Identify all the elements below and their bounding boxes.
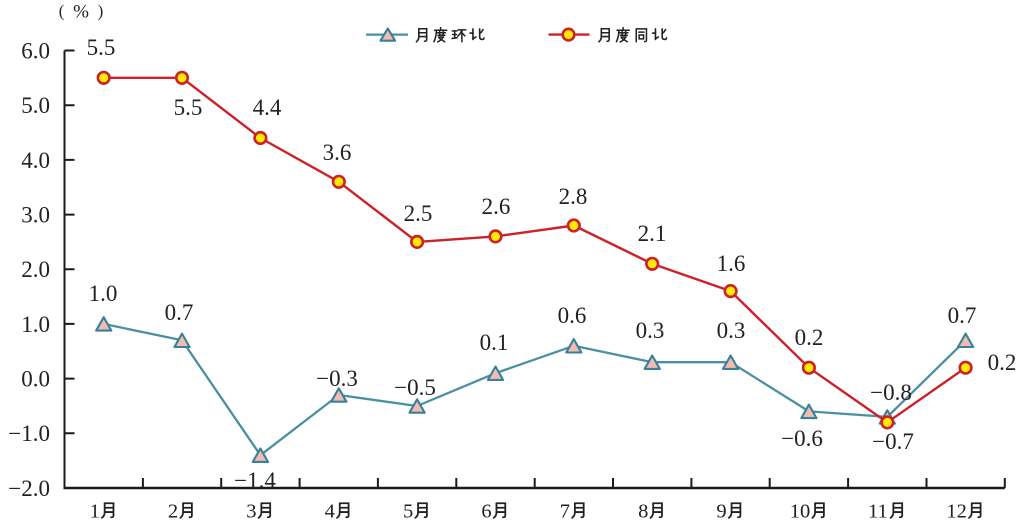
svg-text:0.3: 0.3 <box>636 318 665 343</box>
svg-text:2.5: 2.5 <box>404 201 433 226</box>
svg-text:1.0: 1.0 <box>21 312 50 337</box>
svg-text:−1.0: −1.0 <box>8 421 50 446</box>
svg-text:0.7: 0.7 <box>948 303 977 328</box>
svg-text:3: 3 <box>246 501 256 523</box>
svg-text:8: 8 <box>638 501 648 523</box>
svg-text:−2.0: −2.0 <box>8 476 50 501</box>
svg-text:5.5: 5.5 <box>174 95 203 120</box>
svg-text:2.8: 2.8 <box>559 184 588 209</box>
svg-text:7: 7 <box>560 501 570 523</box>
svg-text:0.2: 0.2 <box>988 350 1017 375</box>
svg-text:6.0: 6.0 <box>21 38 50 63</box>
svg-text:0.3: 0.3 <box>717 318 746 343</box>
svg-text:0.0: 0.0 <box>21 367 50 392</box>
svg-text:0.1: 0.1 <box>480 330 509 355</box>
svg-text:6: 6 <box>481 501 491 523</box>
svg-text:−0.6: −0.6 <box>781 426 823 451</box>
svg-text:0.2: 0.2 <box>795 325 824 350</box>
svg-text:−0.7: −0.7 <box>872 429 914 454</box>
svg-text:5.0: 5.0 <box>21 93 50 118</box>
svg-text:−1.4: −1.4 <box>234 468 276 493</box>
svg-text:1.6: 1.6 <box>717 251 746 276</box>
svg-text:−0.3: −0.3 <box>316 366 358 391</box>
svg-text:3.0: 3.0 <box>21 203 50 228</box>
svg-text:2.1: 2.1 <box>638 221 667 246</box>
svg-text:0.7: 0.7 <box>165 300 194 325</box>
svg-text:3.6: 3.6 <box>323 140 352 165</box>
svg-text:5.5: 5.5 <box>87 35 116 60</box>
svg-text:4: 4 <box>325 501 335 523</box>
svg-text:1: 1 <box>90 501 100 523</box>
svg-text:5: 5 <box>403 501 413 523</box>
svg-text:9: 9 <box>716 501 726 523</box>
svg-text:−0.5: −0.5 <box>394 375 436 400</box>
svg-text:0.6: 0.6 <box>558 303 587 328</box>
svg-text:−0.8: −0.8 <box>870 380 912 405</box>
svg-text:): ) <box>98 2 104 21</box>
svg-text:12: 12 <box>946 501 967 523</box>
svg-text:%: % <box>73 2 89 23</box>
svg-text:11: 11 <box>868 501 888 523</box>
svg-text:2.0: 2.0 <box>21 257 50 282</box>
svg-text:10: 10 <box>790 501 811 523</box>
svg-text:2: 2 <box>168 501 178 523</box>
svg-text:1.0: 1.0 <box>89 281 118 306</box>
svg-text:4.0: 4.0 <box>21 148 50 173</box>
svg-text:(: ( <box>59 2 65 21</box>
svg-text:2.6: 2.6 <box>482 194 511 219</box>
svg-text:4.4: 4.4 <box>253 95 282 120</box>
